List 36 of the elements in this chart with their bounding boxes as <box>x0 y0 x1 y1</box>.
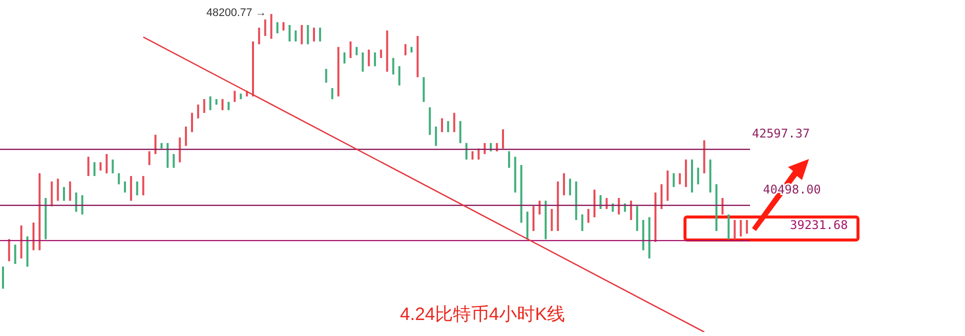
candlestick <box>434 126 437 146</box>
text: 39231.68 <box>790 218 848 232</box>
candlestick <box>697 167 700 185</box>
candlestick <box>62 186 65 202</box>
candlestick <box>288 24 291 42</box>
candlestick <box>14 244 16 264</box>
text: 4.24比特币4小时K线 <box>398 303 566 326</box>
candlestick <box>398 66 400 86</box>
candlestick <box>538 200 541 215</box>
candlestick <box>197 104 200 119</box>
candlestick <box>550 208 553 232</box>
candlestick <box>630 200 632 220</box>
candlestick <box>142 176 144 196</box>
candlestick <box>81 194 84 215</box>
candlestick <box>184 126 187 146</box>
candlestick <box>312 27 315 42</box>
candlestick <box>264 18 266 36</box>
candlestick <box>172 154 175 168</box>
candlestick <box>350 40 352 58</box>
candlestick <box>258 27 260 45</box>
candlestick <box>319 27 322 42</box>
candlestick <box>508 150 510 168</box>
candlestick <box>124 182 126 192</box>
candlestick <box>136 181 138 196</box>
candlestick <box>203 98 206 114</box>
candlestick <box>112 159 114 174</box>
candlestick <box>459 120 462 144</box>
candlestick <box>368 49 370 67</box>
candlestick <box>600 194 602 210</box>
candlestick <box>740 219 742 237</box>
annotation: 48200.77 → <box>206 7 266 19</box>
text: 42597.37 <box>752 126 810 141</box>
candlestick <box>106 154 108 174</box>
candlestick <box>581 214 584 232</box>
candlestick <box>392 57 394 75</box>
candlestick <box>69 181 72 202</box>
